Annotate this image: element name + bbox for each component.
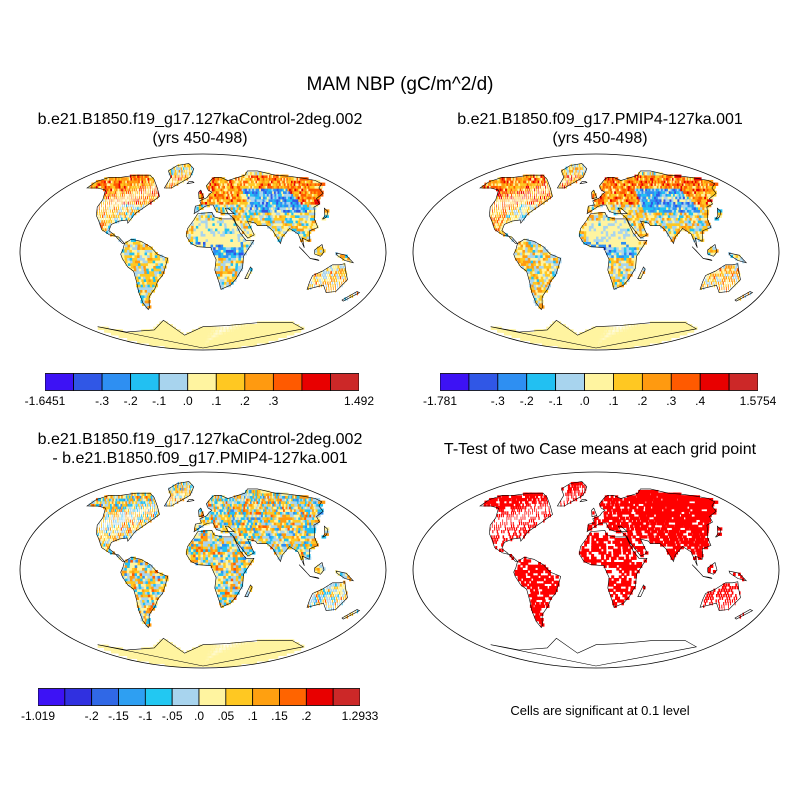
colorbar-tick-label: -.15 [108, 709, 129, 723]
colorbar-panel-3: -1.019 -.2 -.15 -.1 -.05 .0 .05 .1 .15 .2 1.2933 [21, 688, 378, 728]
colorbar-tick-label: .0 [182, 394, 193, 408]
map-panel-1 [19, 153, 387, 351]
panel-2-title-line1: b.e21.B1850.f09_g17.PMIP4-127ka.001 [457, 111, 743, 128]
colorbar-box [728, 373, 758, 391]
colorbar-box [91, 688, 119, 706]
colorbar-tick-label: .2 [239, 394, 250, 408]
map-border [19, 471, 387, 669]
colorbar-box [613, 373, 643, 391]
colorbar-box [670, 373, 701, 391]
colorbar-box [64, 688, 93, 706]
colorbar-tick-label: -.1 [138, 709, 153, 723]
colorbar-boxes [440, 373, 758, 391]
colorbar-tick-label: .15 [271, 709, 288, 723]
coastlines [86, 163, 361, 349]
colorbar-box [555, 373, 585, 391]
panel-3-title-line1: b.e21.B1850.f19_g17.127kaControl-2deg.00… [37, 431, 363, 448]
colorbar-tick-label: -1.019 [20, 709, 56, 723]
map-panel-4 [412, 471, 780, 669]
colorbar-box [215, 373, 246, 391]
coastlines [86, 481, 361, 667]
colorbar-box [118, 688, 146, 706]
colorbar-panel-1: -1.6451 -.3 -.2 -.1 .0 .1 .2 .3 1.492 [25, 373, 374, 413]
colorbar-tick-label: -.2 [519, 394, 534, 408]
map-panel-2 [412, 153, 780, 351]
colorbar-tick-label: -.2 [84, 709, 99, 723]
colorbar-tick-label: .1 [608, 394, 619, 408]
colorbar-box [526, 373, 557, 391]
colorbar-box [225, 688, 254, 706]
map-panel-3 [19, 471, 387, 669]
colorbar-boxes [45, 373, 359, 391]
colorbar-panel-2: -1.781 -.3 -.2 -.1 .0 .1 .2 .3 .4 1.5754 [423, 373, 776, 413]
panel-1-title-line2: (yrs 450-498) [152, 130, 248, 147]
grid-cells [88, 163, 359, 349]
colorbar-box [252, 688, 280, 706]
figure-title: MAM NBP (gC/m^2/d) [306, 74, 494, 95]
colorbar-tick-label: 1.492 [343, 394, 375, 408]
panel-4-title: T-Test of two Case means at each grid po… [400, 440, 800, 459]
map-border [412, 471, 780, 669]
colorbar-box [497, 373, 528, 391]
grid-cells [88, 481, 359, 667]
colorbar-tick-label: -.3 [95, 394, 110, 408]
colorbar-tick-label: -1.781 [422, 394, 458, 408]
colorbar-box [332, 688, 360, 706]
colorbar-box [330, 373, 359, 391]
colorbar-tick-label: 1.2933 [341, 709, 379, 723]
colorbar-box [584, 373, 614, 391]
grid-cells [481, 163, 752, 349]
colorbar-box [305, 688, 334, 706]
colorbar-box [187, 373, 217, 391]
colorbar-tick-label: -.1 [152, 394, 167, 408]
colorbar-box [468, 373, 499, 391]
map-border [412, 153, 780, 351]
panel-3-title: b.e21.B1850.f19_g17.127kaControl-2deg.00… [0, 430, 400, 468]
colorbar-tick-label: .0 [193, 709, 205, 723]
colorbar-box [45, 373, 74, 391]
colorbar-tick-label: -1.6451 [24, 394, 66, 408]
panel-4-title-line1: T-Test of two Case means at each grid po… [443, 441, 757, 458]
panel-1-title: b.e21.B1850.f19_g17.127kaControl-2deg.00… [0, 110, 400, 148]
colorbar-box [101, 373, 132, 391]
colorbar-box [641, 373, 672, 391]
colorbar-box [301, 373, 331, 391]
coastlines [479, 481, 754, 667]
colorbar-tick-label: -.1 [548, 394, 563, 408]
colorbar-box [171, 688, 200, 706]
colorbar-box [158, 373, 189, 391]
coastlines [479, 163, 754, 349]
colorbar-box [440, 373, 470, 391]
colorbar-tick-label: 1.5754 [739, 394, 777, 408]
map-border [19, 153, 387, 351]
colorbar-tick-label: .2 [301, 709, 312, 723]
colorbar-box [244, 373, 274, 391]
colorbar-tick-label: .3 [666, 394, 677, 408]
colorbar-box [699, 373, 730, 391]
colorbar-tick-label: .4 [695, 394, 706, 408]
colorbar-box [198, 688, 227, 706]
grid-cells [483, 481, 745, 627]
panel-3-title-line2: - b.e21.B1850.f09_g17.PMIP4-127ka.001 [52, 450, 348, 467]
panel-2-title-line2: (yrs 450-498) [552, 130, 648, 147]
colorbar-box [272, 373, 303, 391]
colorbar-tick-label: .0 [579, 394, 590, 408]
colorbar-tick-label: .2 [637, 394, 648, 408]
colorbar-box [38, 688, 66, 706]
colorbar-box [73, 373, 103, 391]
colorbar-tick-label: .05 [217, 709, 235, 723]
colorbar-boxes [38, 688, 360, 706]
colorbar-box [144, 688, 173, 706]
colorbar-tick-label: .1 [211, 394, 222, 408]
colorbar-tick-label: -.3 [490, 394, 505, 408]
colorbar-box [279, 688, 307, 706]
significance-note: Cells are significant at 0.1 level [510, 703, 690, 718]
colorbar-tick-label: -.2 [123, 394, 138, 408]
colorbar-tick-label: .1 [247, 709, 258, 723]
colorbar-box [130, 373, 160, 391]
colorbar-tick-label: -.05 [161, 709, 183, 723]
colorbar-tick-label: .3 [268, 394, 279, 408]
panel-2-title: b.e21.B1850.f09_g17.PMIP4-127ka.001 (yrs… [400, 110, 800, 148]
panel-1-title-line1: b.e21.B1850.f19_g17.127kaControl-2deg.00… [37, 111, 363, 128]
